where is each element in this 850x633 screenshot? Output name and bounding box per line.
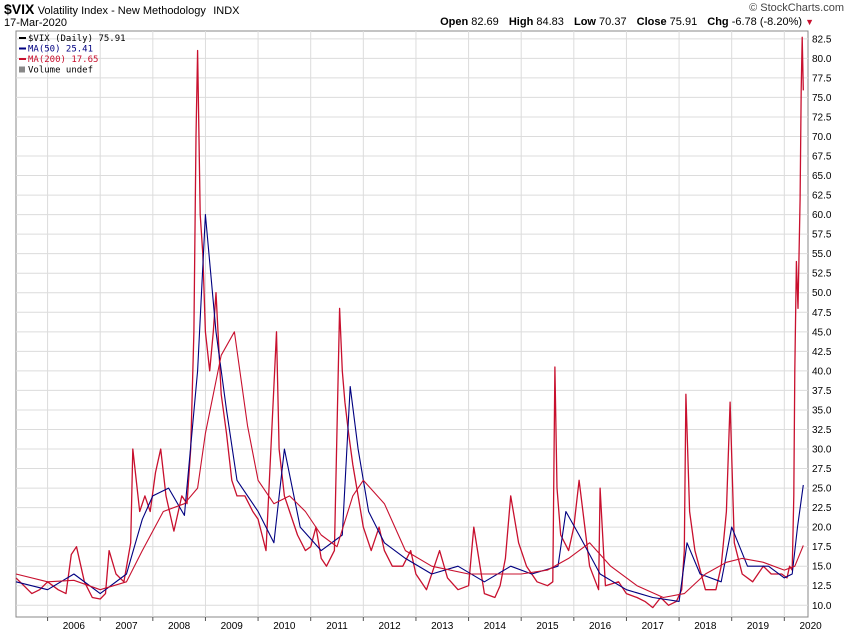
ma200-series-line <box>15 331 804 599</box>
legend-swatch <box>19 66 25 73</box>
brand-label: © StockCharts.com <box>749 2 844 14</box>
x-tick-label: 2018 <box>694 621 717 632</box>
ohlc-readout: Open 82.69 High 84.83 Low 70.37 Close 75… <box>440 16 814 28</box>
x-tick-label: 2009 <box>221 621 244 632</box>
legend-label: Volume undef <box>28 66 93 76</box>
y-tick-label: 65.0 <box>812 171 832 182</box>
chg-value: -6.78 (-8.20%) <box>731 16 803 28</box>
y-tick-label: 50.0 <box>812 288 832 299</box>
legend-label: MA(50) 25.41 <box>28 45 93 55</box>
x-tick-label: 2006 <box>63 621 86 632</box>
close-label: Close <box>636 16 667 28</box>
date-label: 17-Mar-2020 <box>4 17 67 29</box>
x-tick-label: 2008 <box>168 621 191 632</box>
symbol-label: $VIX <box>4 1 35 17</box>
y-tick-label: 62.5 <box>812 191 832 202</box>
x-tick-label: 2014 <box>484 621 507 632</box>
open-value: 82.69 <box>471 16 499 28</box>
y-tick-label: 77.5 <box>812 73 832 84</box>
chart-header: $VIX Volatility Index - New Methodology … <box>4 1 239 17</box>
y-tick-label: 37.5 <box>812 386 832 397</box>
y-tick-label: 30.0 <box>812 445 832 456</box>
y-tick-label: 82.5 <box>812 34 832 45</box>
x-tick-label: 2015 <box>536 621 559 632</box>
low-value: 70.37 <box>599 16 627 28</box>
y-tick-label: 25.0 <box>812 484 832 495</box>
y-tick-label: 40.0 <box>812 366 832 377</box>
exchange-label: INDX <box>213 5 240 17</box>
y-tick-label: 20.0 <box>812 523 832 534</box>
open-label: Open <box>440 16 469 28</box>
y-tick-label: 52.5 <box>812 269 832 280</box>
y-tick-label: 22.5 <box>812 503 832 514</box>
y-tick-label: 45.0 <box>812 327 832 338</box>
vix-daily-series-line <box>15 36 804 609</box>
legend-label: MA(200) 17.65 <box>28 55 98 65</box>
x-tick-label: 2010 <box>273 621 296 632</box>
x-tick-label: 2016 <box>589 621 612 632</box>
down-arrow-icon: ▼ <box>805 17 814 27</box>
y-tick-label: 32.5 <box>812 425 832 436</box>
y-tick-label: 80.0 <box>812 54 832 65</box>
y-tick-label: 35.0 <box>812 405 832 416</box>
y-tick-label: 70.0 <box>812 132 832 143</box>
high-value: 84.83 <box>536 16 564 28</box>
y-tick-label: 27.5 <box>812 464 832 475</box>
y-tick-label: 15.0 <box>812 562 832 573</box>
y-tick-label: 10.0 <box>812 601 832 612</box>
y-tick-label: 47.5 <box>812 308 832 319</box>
chg-label: Chg <box>707 16 729 28</box>
y-tick-label: 72.5 <box>812 112 832 123</box>
y-tick-label: 17.5 <box>812 542 832 553</box>
ma50-series-line <box>15 214 804 602</box>
x-tick-label: 2019 <box>747 621 770 632</box>
y-tick-label: 60.0 <box>812 210 832 221</box>
high-label: High <box>508 16 534 28</box>
x-tick-label: 2011 <box>326 621 348 632</box>
x-tick-label: 2012 <box>379 621 402 632</box>
y-tick-label: 12.5 <box>812 581 832 592</box>
x-tick-label: 2013 <box>431 621 454 632</box>
x-tick-label: 2020 <box>800 621 823 632</box>
close-value: 75.91 <box>669 16 698 28</box>
y-tick-label: 55.0 <box>812 249 832 260</box>
x-tick-label: 2007 <box>115 621 138 632</box>
low-label: Low <box>573 16 596 28</box>
plot-area <box>15 30 809 618</box>
x-tick-label: 2017 <box>642 621 665 632</box>
y-tick-label: 57.5 <box>812 230 832 241</box>
legend-label: $VIX (Daily) 75.91 <box>28 34 126 44</box>
y-tick-label: 75.0 <box>812 93 832 104</box>
description-label: Volatility Index - New Methodology <box>37 5 206 17</box>
y-tick-label: 67.5 <box>812 152 832 163</box>
y-tick-label: 42.5 <box>812 347 832 358</box>
